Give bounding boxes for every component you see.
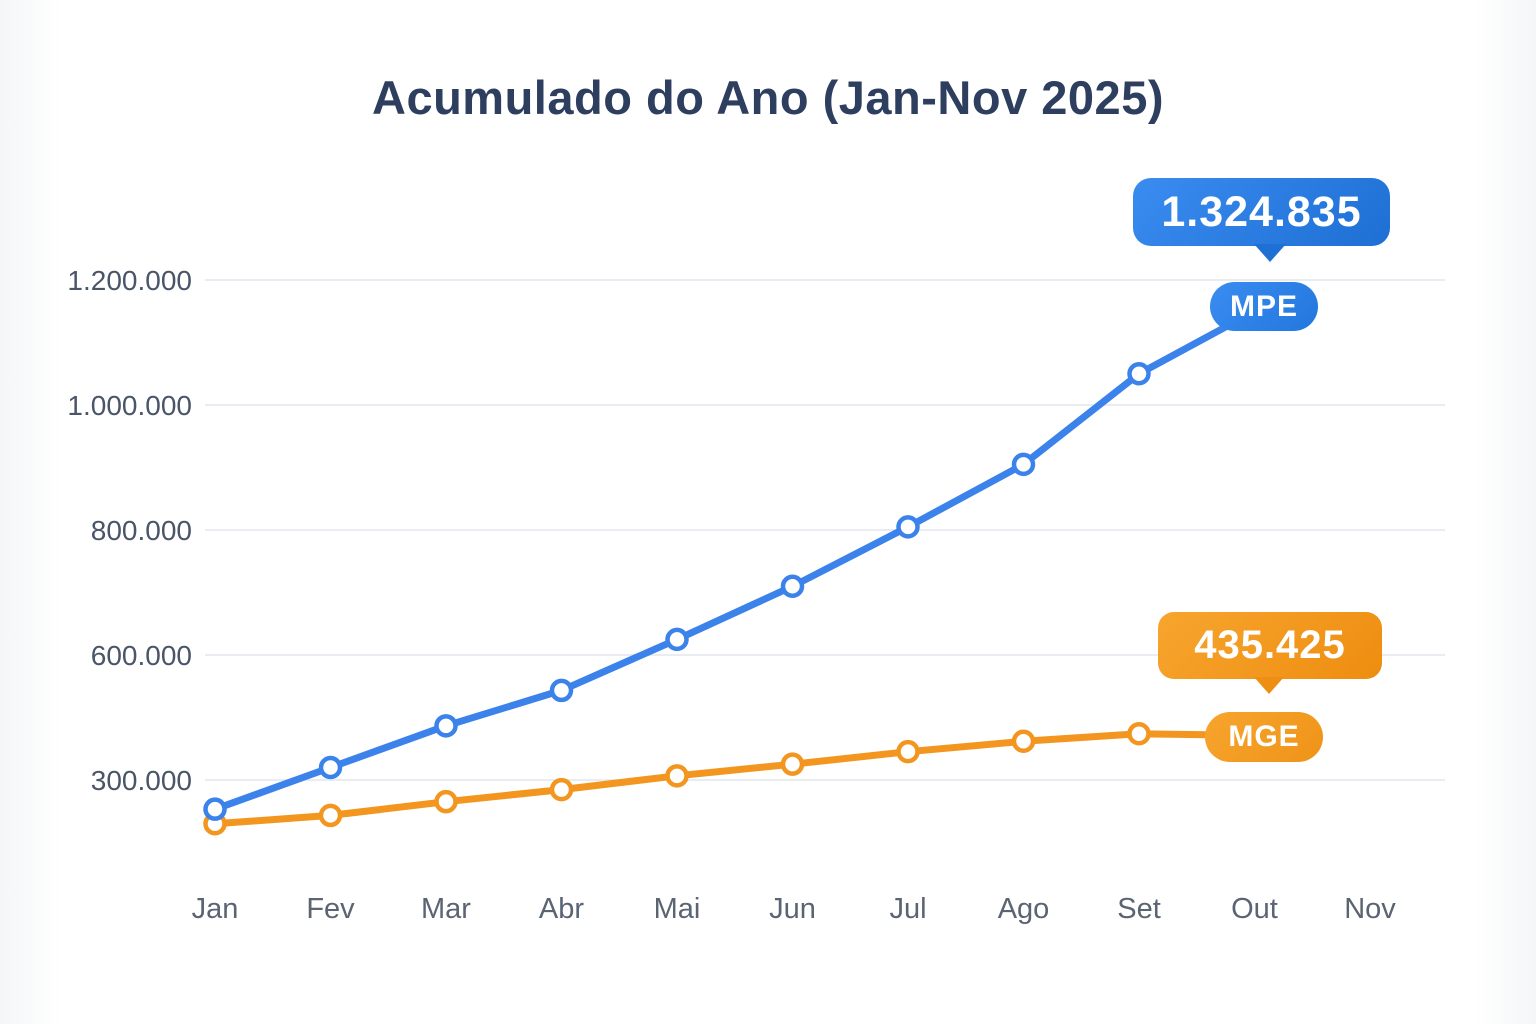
data-point-mge bbox=[1127, 722, 1151, 746]
y-axis-tick-label: 1.000.000 bbox=[67, 390, 192, 421]
data-point-mge bbox=[780, 752, 805, 776]
x-axis-label: Jun bbox=[769, 893, 816, 925]
y-axis-tick-label: 600.000 bbox=[91, 640, 192, 671]
data-point-mge bbox=[318, 803, 343, 828]
mge-value-text: 435.425 bbox=[1194, 623, 1346, 667]
x-axis-label: Ago bbox=[998, 893, 1050, 925]
y-axis-tick-label: 800.000 bbox=[91, 515, 192, 546]
mpe-series-badge: MPE bbox=[1210, 282, 1318, 331]
mpe-series-label: MPE bbox=[1229, 289, 1298, 323]
x-axis-label: Fev bbox=[306, 893, 355, 925]
x-axis-label: Abr bbox=[539, 893, 584, 925]
data-point-mpe bbox=[665, 627, 689, 652]
x-axis-label: Jul bbox=[889, 893, 926, 925]
x-axis-label: Jan bbox=[192, 893, 239, 925]
mge-callout-pointer bbox=[1254, 677, 1284, 694]
x-axis-label: Mai bbox=[654, 893, 701, 925]
data-point-mpe bbox=[1127, 362, 1151, 386]
data-point-mge bbox=[434, 789, 458, 814]
data-point-mpe bbox=[549, 678, 574, 703]
data-point-mpe bbox=[434, 714, 458, 738]
chart-title: Acumulado do Ano (Jan-Nov 2025) bbox=[372, 71, 1164, 124]
series-line-mge bbox=[211, 730, 1258, 828]
data-point-mge bbox=[896, 739, 920, 764]
mpe-callout-pointer bbox=[1254, 244, 1286, 262]
data-point-mge bbox=[549, 777, 574, 802]
x-axis-label: Nov bbox=[1344, 893, 1396, 925]
mpe-value-callout: 1.324.835 bbox=[1133, 178, 1390, 246]
mge-series-label: MGE bbox=[1228, 720, 1300, 753]
data-point-mpe bbox=[780, 574, 805, 598]
data-point-mge bbox=[1011, 729, 1036, 753]
x-axis-label: Set bbox=[1117, 893, 1161, 925]
y-axis-tick-label: 1.200.000 bbox=[67, 265, 192, 296]
data-point-mpe bbox=[896, 515, 920, 539]
data-point-mpe bbox=[1011, 452, 1036, 477]
mge-series-badge: MGE bbox=[1205, 712, 1323, 762]
data-point-mpe bbox=[318, 755, 343, 780]
data-point-mge bbox=[665, 764, 689, 788]
y-axis-tick-label: 300.000 bbox=[91, 765, 192, 796]
mge-value-callout: 435.425 bbox=[1158, 612, 1382, 679]
data-point-mpe bbox=[203, 797, 227, 821]
x-axis-label: Out bbox=[1231, 893, 1278, 925]
x-axis-label: Mar bbox=[421, 893, 471, 925]
series-line-mpe bbox=[211, 307, 1258, 813]
mpe-value-text: 1.324.835 bbox=[1161, 187, 1362, 236]
